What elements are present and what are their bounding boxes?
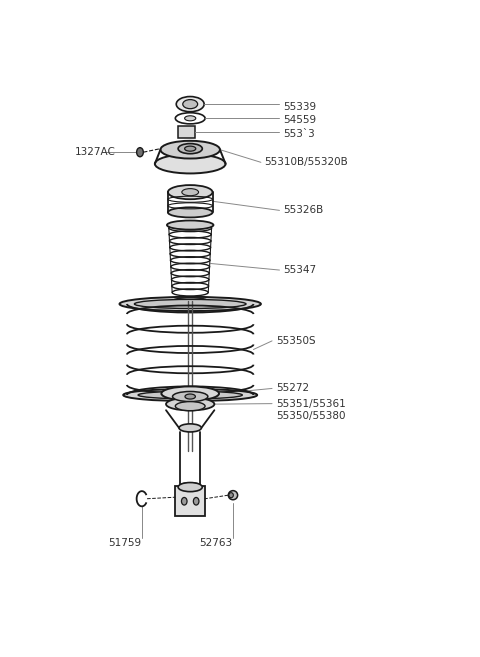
- Text: 553`3: 553`3: [283, 129, 315, 139]
- Text: 55272: 55272: [276, 384, 309, 394]
- Text: 55351/55361: 55351/55361: [276, 399, 346, 409]
- Ellipse shape: [178, 482, 202, 491]
- Ellipse shape: [166, 397, 215, 411]
- Ellipse shape: [229, 493, 233, 498]
- Ellipse shape: [155, 154, 226, 173]
- Ellipse shape: [178, 144, 202, 154]
- Text: 51759: 51759: [108, 537, 142, 548]
- Text: 55350/55380: 55350/55380: [276, 411, 345, 421]
- Ellipse shape: [185, 116, 196, 121]
- Ellipse shape: [193, 497, 199, 505]
- Bar: [178, 126, 195, 137]
- Text: 54559: 54559: [283, 116, 316, 125]
- Text: 55310B/55320B: 55310B/55320B: [264, 157, 348, 168]
- Text: 55347: 55347: [283, 265, 316, 275]
- Ellipse shape: [138, 391, 242, 399]
- Ellipse shape: [180, 483, 201, 489]
- Text: 55350S: 55350S: [276, 336, 315, 346]
- Ellipse shape: [161, 386, 219, 401]
- Ellipse shape: [137, 148, 144, 157]
- Text: 1327AC: 1327AC: [75, 147, 116, 157]
- Ellipse shape: [179, 424, 202, 432]
- Ellipse shape: [176, 97, 204, 112]
- Ellipse shape: [185, 146, 196, 151]
- Ellipse shape: [181, 497, 187, 505]
- Ellipse shape: [228, 491, 238, 500]
- Ellipse shape: [172, 298, 208, 306]
- Ellipse shape: [120, 297, 261, 311]
- Ellipse shape: [175, 401, 205, 411]
- Text: 55339: 55339: [283, 102, 316, 112]
- Ellipse shape: [160, 141, 220, 158]
- Ellipse shape: [172, 392, 208, 401]
- Ellipse shape: [185, 394, 195, 399]
- Text: 52763: 52763: [200, 537, 233, 548]
- Ellipse shape: [134, 300, 246, 309]
- Ellipse shape: [168, 185, 213, 199]
- Bar: [175, 486, 205, 516]
- Text: 55326B: 55326B: [283, 206, 324, 215]
- Ellipse shape: [168, 208, 213, 217]
- Ellipse shape: [182, 189, 199, 196]
- Ellipse shape: [183, 100, 198, 108]
- Ellipse shape: [123, 389, 257, 401]
- Ellipse shape: [167, 221, 214, 229]
